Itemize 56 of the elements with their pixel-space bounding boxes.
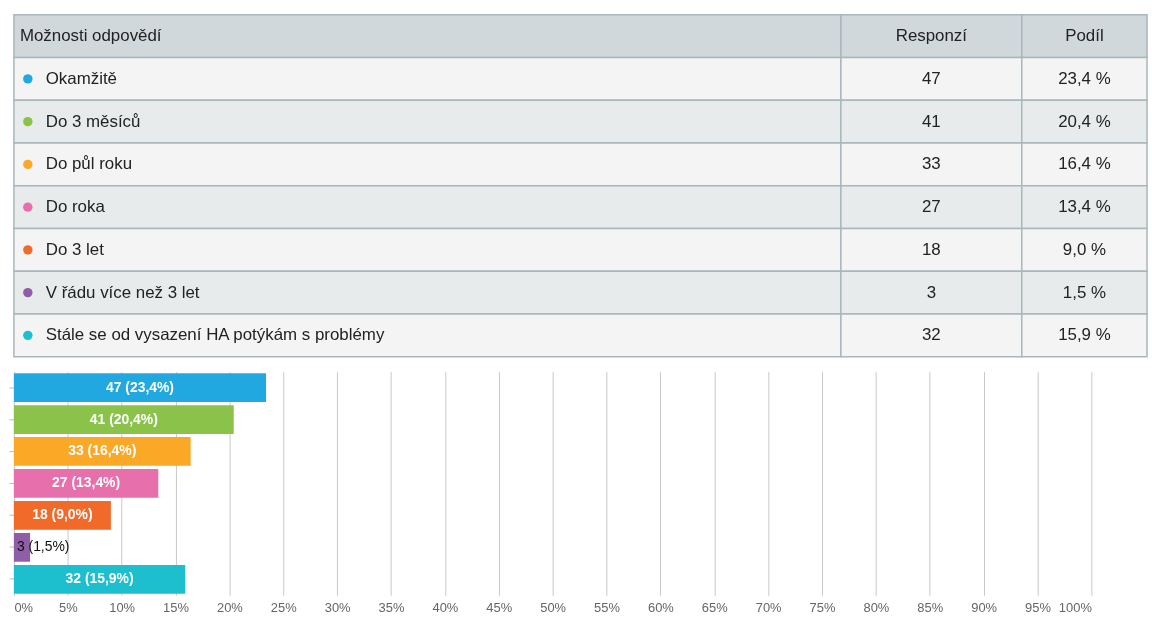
text: 41 — [921, 111, 941, 131]
text: 3 — [926, 282, 937, 302]
x-tick-label: 55% — [594, 599, 621, 615]
x-tick-label: 95% — [1025, 599, 1052, 615]
x-tick-label: 5% — [58, 599, 79, 615]
x-tick-label: 40% — [432, 599, 459, 615]
text: Možnosti odpovědí — [19, 26, 162, 46]
x-tick-label: 10% — [109, 599, 136, 615]
x-tick-label: 30% — [324, 599, 352, 615]
x-tick-label: 90% — [971, 599, 998, 615]
x-tick-label: 70% — [755, 599, 783, 615]
x-tick-label: 85% — [917, 599, 944, 615]
data-label: 18 (9,0%) — [32, 506, 93, 523]
x-tick-label: 25% — [270, 599, 298, 615]
category-label: Do 3 let — [45, 239, 105, 259]
x-tick-label: 80% — [863, 599, 890, 615]
category-label: Do 3 měsíců — [45, 111, 141, 131]
x-tick-label: 65% — [701, 599, 729, 615]
x-tick-label: 60% — [647, 599, 675, 615]
category-label: Stále se od vysazení HA potýkám s problémy — [45, 325, 385, 345]
text: 47 — [921, 68, 941, 88]
text: 33 — [921, 154, 941, 174]
x-tick-label: 75% — [809, 599, 836, 615]
bar — [13, 405, 234, 434]
x-tick-label: 0% — [14, 599, 34, 615]
text: 23,4 % — [1058, 68, 1111, 88]
category-label: V řádu více než 3 let — [45, 282, 200, 302]
data-label: 47 (23,4%) — [105, 378, 174, 395]
text: 13,4 % — [1058, 197, 1111, 217]
category-label: Okamžitě — [45, 68, 117, 88]
text: 20,4 % — [1058, 111, 1111, 131]
text: 18 — [921, 239, 941, 259]
x-tick-label: 15% — [163, 599, 190, 615]
text: 27 — [921, 197, 941, 217]
text: 1,5 % — [1062, 282, 1106, 302]
x-tick-label: 35% — [378, 599, 405, 615]
text: 16,4 % — [1058, 154, 1111, 174]
category-label: Do roka — [45, 197, 106, 217]
text: Responzí — [895, 26, 968, 46]
data-label: 27 (13,4%) — [52, 474, 121, 491]
data-label: 41 (20,4%) — [89, 410, 158, 427]
category-label: Do půl roku — [45, 154, 133, 174]
x-tick-label: 45% — [486, 599, 513, 615]
data-label: 33 (16,4%) — [68, 442, 137, 459]
text: Podíl — [1065, 26, 1104, 46]
bar — [13, 373, 267, 402]
x-tick-label: 20% — [216, 599, 244, 615]
data-label: 32 (15,9%) — [65, 570, 134, 587]
x-tick-label: 50% — [540, 599, 567, 615]
text: 9,0 % — [1062, 239, 1106, 259]
text: 15,9 % — [1058, 325, 1111, 345]
x-tick-label: 100% — [1058, 599, 1093, 615]
text: 32 — [921, 325, 941, 345]
bar — [13, 469, 159, 498]
bar — [13, 564, 186, 594]
bar — [13, 437, 191, 466]
